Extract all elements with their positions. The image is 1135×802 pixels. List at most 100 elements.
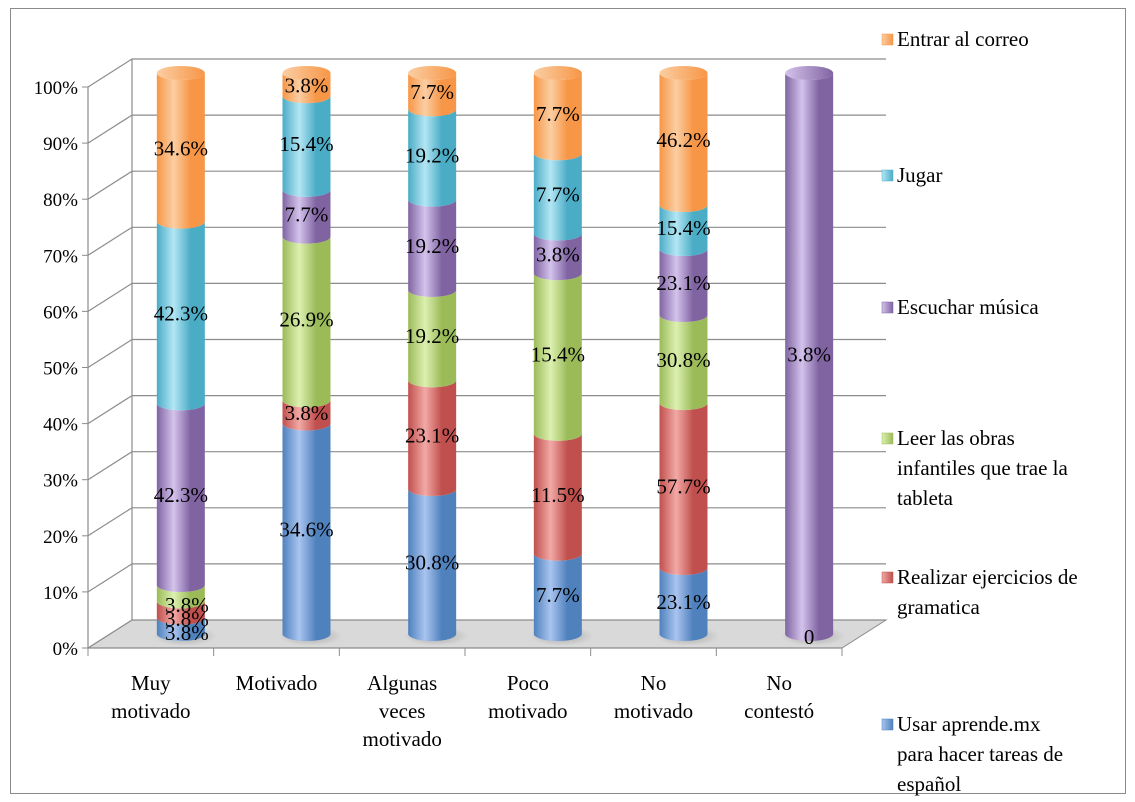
bar-segment: [533, 553, 582, 642]
legend-label: Realizar ejercicios de gramatica: [897, 565, 1078, 619]
legend-swatch: [881, 571, 894, 584]
bar-segment: [282, 400, 331, 431]
legend-label: Entrar al correo: [897, 27, 1029, 51]
bar-segment: [659, 205, 708, 257]
bar-segment: [659, 249, 708, 323]
bar-segment: [156, 601, 205, 625]
legend-item: Escuchar música: [881, 295, 1039, 319]
bar-segment: [408, 380, 457, 497]
legend-item: Usar aprende.mx para hacer tareas de españ…: [881, 712, 1063, 796]
data-label: 3.8%: [165, 593, 209, 617]
data-label: 34.6%: [279, 518, 333, 542]
legend-swatch: [881, 301, 894, 314]
data-label: 7.7%: [285, 202, 329, 226]
gridline: [87, 338, 886, 369]
bar-segment: [533, 73, 582, 161]
data-label: 34.6%: [154, 136, 208, 160]
legend-swatch: [881, 432, 894, 445]
data-label: 19.2%: [405, 324, 459, 348]
data-label: 3.8%: [285, 401, 329, 425]
data-label: 7.7%: [410, 80, 454, 104]
bar-segment: [659, 73, 708, 213]
data-label: 19.2%: [405, 234, 459, 258]
bar-top: [785, 66, 834, 80]
legend-item: Jugar: [881, 163, 943, 187]
y-tick-label: 40%: [43, 415, 78, 436]
bar-segment: [785, 73, 834, 642]
bar-stack: [278, 66, 343, 646]
data-label: 42.3%: [154, 301, 208, 325]
bar-stack: [404, 66, 469, 646]
gridline: [87, 563, 886, 593]
data-label: 30.8%: [656, 348, 710, 372]
data-label: 3.8%: [165, 607, 209, 631]
x-category-label: No contestó: [744, 671, 814, 723]
data-label: 23.1%: [656, 590, 710, 614]
x-category-label: Algunas veces motivado: [363, 671, 442, 751]
data-label: 11.5%: [531, 483, 584, 507]
data-label: 26.9%: [279, 308, 333, 332]
bar-segment: [156, 617, 205, 642]
bar-segment: [156, 221, 205, 411]
data-label: 3.8%: [787, 343, 831, 367]
bar-stack: [152, 66, 217, 646]
bar-segment: [282, 236, 331, 408]
bar-segment: [408, 289, 457, 388]
data-label: 23.1%: [656, 271, 710, 295]
bar-segment: [533, 153, 582, 241]
bar-stack: [529, 66, 594, 646]
data-label: 0: [804, 625, 815, 649]
data-label: 7.7%: [536, 182, 580, 206]
data-label: 57.7%: [656, 475, 710, 499]
legend-label: Jugar: [897, 163, 943, 187]
data-label: 3.8%: [285, 74, 329, 98]
bar-segment: [408, 73, 457, 117]
legend-swatch: [881, 33, 894, 46]
x-category-label: No motivado: [614, 671, 693, 723]
data-label: 3.8%: [536, 242, 580, 266]
bar-segment: [282, 189, 331, 244]
bar-top: [408, 66, 457, 80]
bar-top: [533, 66, 582, 80]
bar-top: [156, 66, 205, 80]
bar-stack: [781, 66, 846, 646]
bar-segment: [659, 567, 708, 642]
data-label: 19.2%: [405, 143, 459, 167]
legend-item: Realizar ejercicios de gramatica: [881, 565, 1078, 619]
gridline: [87, 170, 886, 200]
bar-segment: [408, 489, 457, 642]
y-tick-label: 20%: [43, 527, 78, 548]
x-category-label: Poco motivado: [488, 671, 567, 723]
y-tick-label: 0%: [53, 639, 79, 660]
gridline: [87, 451, 886, 481]
gridline: [87, 395, 886, 425]
y-tick-label: 60%: [43, 302, 78, 323]
x-category-label: Motivado: [236, 671, 318, 695]
label-layer: 3.8%3.8%3.8%42.3%42.3%34.6%34.6%3.8%26.9…: [154, 74, 831, 649]
data-label: 46.2%: [656, 128, 710, 152]
data-label: 15.4%: [531, 343, 585, 367]
bar-top: [282, 66, 331, 80]
bar-segment: [156, 403, 205, 593]
data-label: 30.8%: [405, 551, 459, 575]
legend-swatch: [881, 169, 894, 182]
y-tick-label: 30%: [43, 471, 78, 492]
y-tick-label: 80%: [43, 190, 78, 211]
bar-segment: [282, 73, 331, 104]
bar-stack: [655, 66, 720, 646]
data-label: 15.4%: [279, 132, 333, 156]
bar-segment: [408, 109, 457, 207]
x-category-label: Muy motivado: [111, 671, 190, 723]
legend-item: Entrar al correo: [881, 27, 1029, 51]
y-tick-label: 70%: [43, 246, 78, 267]
y-tick-label: 10%: [43, 583, 78, 604]
bar-segment: [156, 585, 205, 609]
bar-segment: [659, 403, 708, 575]
data-label: 23.1%: [405, 424, 459, 448]
legend: Entrar al correo Jugar Escuchar música Leer…: [881, 27, 1078, 796]
legend-label: Escuchar música: [897, 295, 1039, 319]
gridline: [87, 507, 886, 537]
y-tick-label: 100%: [34, 78, 79, 99]
y-tick-label: 50%: [43, 359, 78, 380]
